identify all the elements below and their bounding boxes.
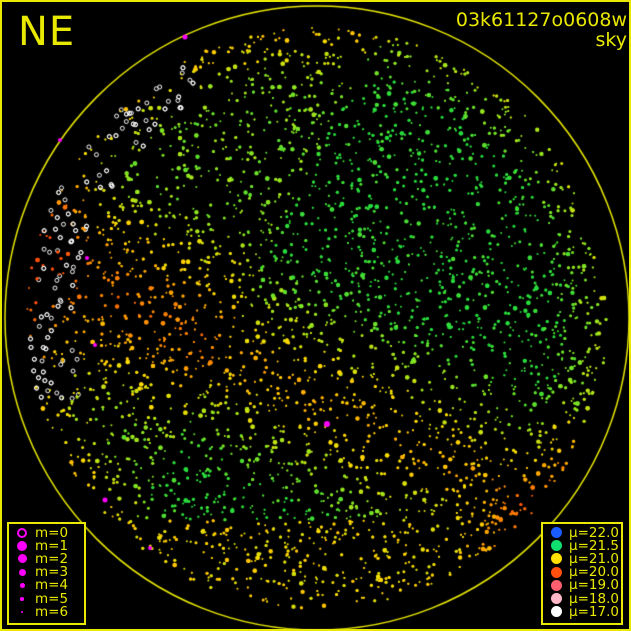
image-mode: sky [595,29,627,51]
color-swatch-icon [543,566,569,578]
magnitude-marker-icon [9,596,35,601]
magnitude-legend-label: m=3 [35,564,69,581]
brightness-legend-item: μ=19.0 [543,577,621,594]
brightness-legend-item: μ=21.0 [543,550,621,567]
brightness-legend-label: μ=19.0 [569,577,619,594]
magnitude-legend-item: m=3 [9,564,84,581]
magnitude-legend-item: m=5 [9,590,84,607]
color-swatch-icon [543,606,569,618]
brightness-legend-label: μ=18.0 [569,590,619,607]
brightness-legend-item: μ=20.0 [543,564,621,581]
magnitude-legend-label: m=1 [35,537,69,554]
direction-label: NE [18,9,76,55]
magnitude-legend-item: m=6 [9,603,84,620]
magnitude-legend-item: m=1 [9,537,84,554]
brightness-legend-label: μ=21.0 [569,550,619,567]
image-id: 03k61127o0608w [455,9,627,31]
color-swatch-icon [543,540,569,552]
magnitude-marker-icon [9,582,35,588]
brightness-legend-item: μ=22.0 [543,524,621,541]
magnitude-legend-label: m=5 [35,590,69,607]
magnitude-marker-icon [9,540,35,551]
magnitude-legend-label: m=0 [35,524,69,541]
brightness-legend-item: μ=21.5 [543,537,621,554]
brightness-legend-item: μ=17.0 [543,603,621,620]
magnitude-legend: m=0 m=1 m=2 m=3 m=4 m=5 m=6 [7,522,86,625]
magnitude-legend-label: m=6 [35,603,69,620]
magnitude-marker-icon [9,527,35,538]
image-title: 03k61127o0608w sky [456,10,627,50]
color-swatch-icon [543,593,569,605]
color-swatch-icon [543,553,569,565]
magnitude-legend-item: m=2 [9,550,84,567]
magnitude-marker-icon [9,554,35,564]
color-swatch-icon [543,527,569,539]
color-swatch-icon [543,579,569,591]
magnitude-legend-item: m=0 [9,524,84,541]
magnitude-marker-icon [9,568,35,576]
magnitude-legend-label: m=2 [35,550,69,567]
magnitude-marker-icon [9,610,35,613]
magnitude-legend-label: m=4 [35,577,69,594]
brightness-legend-label: μ=21.5 [569,537,619,554]
brightness-legend-label: μ=22.0 [569,524,619,541]
magnitude-legend-item: m=4 [9,577,84,594]
brightness-legend-label: μ=20.0 [569,564,619,581]
brightness-legend-label: μ=17.0 [569,603,619,620]
brightness-legend-item: μ=18.0 [543,590,621,607]
brightness-legend: μ=22.0 μ=21.5 μ=21.0 μ=20.0 μ=19.0 μ=18.0 μ=17… [541,522,623,625]
